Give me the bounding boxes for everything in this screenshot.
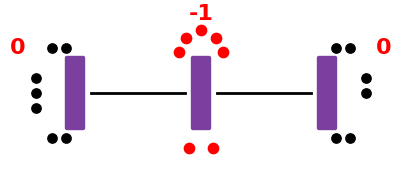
Point [63,46,69,49]
Text: -1: -1 [188,4,213,24]
Point [175,51,182,54]
Point [209,147,216,150]
Point [182,36,189,39]
Point [219,51,226,54]
Point [362,92,368,94]
Point [33,107,39,110]
Point [185,147,192,150]
Text: 0: 0 [375,38,391,58]
Point [33,76,39,79]
Point [332,46,338,49]
Point [332,137,338,140]
FancyBboxPatch shape [65,57,84,129]
Point [346,46,352,49]
FancyBboxPatch shape [317,57,336,129]
Point [33,92,39,94]
Point [346,137,352,140]
Point [197,28,204,31]
Text: 0: 0 [10,38,26,58]
Point [49,137,55,140]
Point [63,137,69,140]
Point [362,76,368,79]
FancyBboxPatch shape [191,57,210,129]
Point [49,46,55,49]
Point [212,36,219,39]
